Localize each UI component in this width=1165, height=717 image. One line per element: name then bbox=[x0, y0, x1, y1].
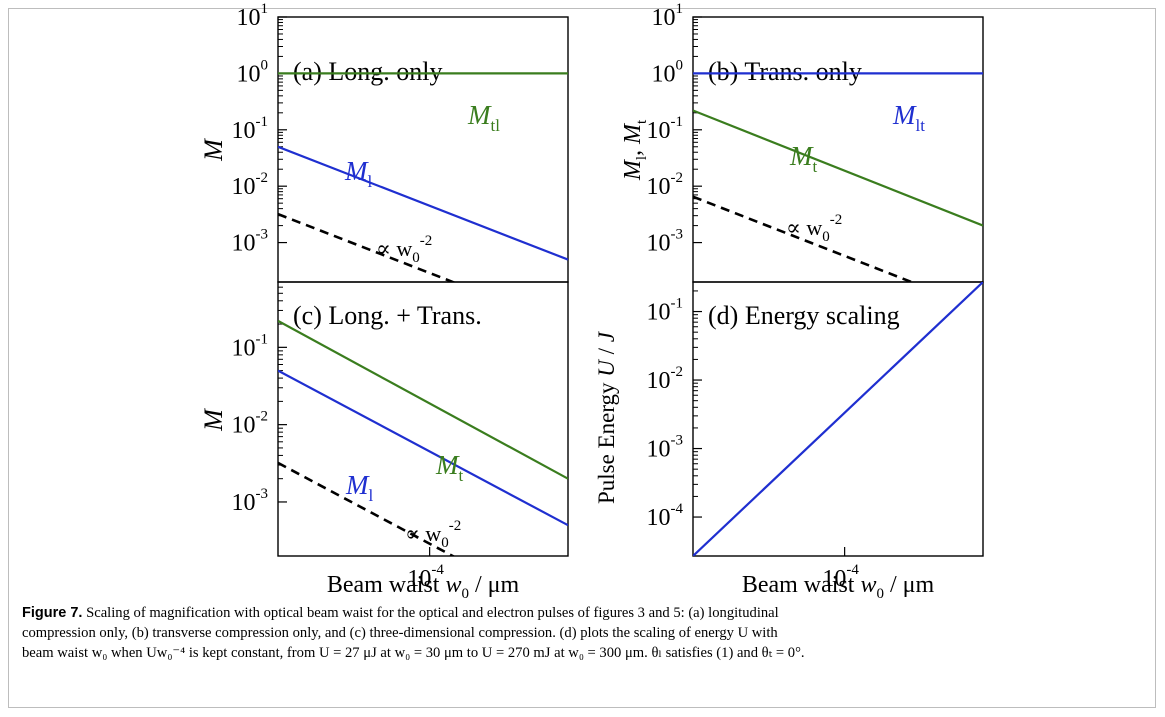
panel-d-frame bbox=[692, 281, 984, 557]
panel-a-ytick-label: 10-3 bbox=[232, 227, 269, 257]
panel-c-ytick-label: 10-3 bbox=[232, 486, 269, 516]
panel-a-series-label-Ml: Ml bbox=[344, 156, 373, 191]
panel-b-ytick-label: 100 bbox=[652, 57, 684, 87]
panel-b-ytick-label: 10-1 bbox=[647, 114, 684, 144]
panel-b-annotation: (b) Trans. only bbox=[708, 57, 862, 86]
panel-b-ylabel: Ml, Mt bbox=[620, 119, 650, 181]
caption-label: Figure 7. bbox=[22, 605, 83, 621]
panel-a-proportional-label: ∝ w0-2 bbox=[376, 233, 432, 266]
panel-c-series-line-2 bbox=[278, 461, 456, 556]
panel-a-ytick-label: 101 bbox=[237, 1, 269, 31]
panel-d-xlabel: Beam waist w0 / μm bbox=[742, 572, 935, 600]
panel-d-series-line-0 bbox=[693, 282, 983, 556]
caption-line-1: Figure 7. Scaling of magnification with … bbox=[22, 603, 1142, 623]
panel-a-ytick-label: 100 bbox=[237, 57, 269, 87]
panel-c-series-label-Ml: Ml bbox=[345, 470, 374, 505]
panel-d-series bbox=[693, 282, 983, 556]
panel-d-ytick-label: 10-3 bbox=[647, 433, 684, 463]
panel-a-series-line-1 bbox=[278, 145, 568, 261]
panel-c-series-label-Mt: Mt bbox=[435, 450, 464, 485]
panel-c-ytick-label: 10-2 bbox=[232, 409, 269, 439]
panel-a-series-label-Mtl: Mtl bbox=[467, 100, 500, 135]
panel-b: (b) Trans. only 10-3 10-2 10-1 100 101 Ml, M… bbox=[620, 1, 984, 283]
panel-b-series-label-Mlt: Mlt bbox=[892, 100, 925, 135]
panel-b-ytick-label: 10-2 bbox=[647, 170, 684, 200]
panel-a-series-line-2 bbox=[278, 212, 457, 282]
figure-caption: Figure 7. Scaling of magnification with … bbox=[22, 603, 1142, 663]
panel-b-series-label-Mt: Mt bbox=[789, 141, 818, 176]
panel-d-ytick-label: 10-1 bbox=[647, 296, 684, 326]
panel-a-ytick-label: 10-2 bbox=[232, 170, 269, 200]
panel-d-ytick-label: 10-2 bbox=[647, 364, 684, 394]
panel-b-proportional-label: ∝ w0-2 bbox=[786, 212, 842, 245]
panel-a-ytick-label: 10-1 bbox=[232, 114, 269, 144]
panel-b-ytick-label: 101 bbox=[652, 1, 684, 31]
panel-c-series-line-1 bbox=[278, 369, 568, 527]
panel-c-yticks: 10-3 10-2 10-1 bbox=[232, 286, 287, 516]
panel-a-yticks: 10-3 10-2 10-1 100 101 bbox=[232, 1, 287, 257]
panel-b-ytick-label: 10-3 bbox=[647, 227, 684, 257]
panel-c: (c) Long. + Trans. 10-310-210-1 10-4 M B… bbox=[199, 281, 569, 600]
panel-b-series-line-1 bbox=[693, 109, 983, 227]
caption-line-3: beam waist w₀ when Uw₀⁻⁴ is kept constan… bbox=[22, 645, 805, 661]
panel-c-proportional-label: ∝ w0-2 bbox=[405, 518, 461, 551]
panel-c-frame bbox=[277, 281, 569, 557]
panel-c-ytick-label: 10-1 bbox=[232, 331, 269, 361]
panel-b-series-line-2 bbox=[693, 195, 915, 282]
caption-line-1-text: Scaling of magnification with optical be… bbox=[86, 605, 779, 621]
panel-d-ylabel: Pulse Energy U / J bbox=[594, 330, 619, 504]
panel-a-ylabel: M bbox=[199, 138, 228, 162]
caption-line-2: compression only, (b) transverse compres… bbox=[22, 625, 778, 641]
panel-a-annotation: (a) Long. only bbox=[293, 57, 442, 86]
panel-c-series-line-0 bbox=[278, 319, 568, 480]
panel-b-series bbox=[693, 72, 983, 282]
panel-d-ytick-label: 10-4 bbox=[647, 501, 684, 531]
panel-c-annotation: (c) Long. + Trans. bbox=[293, 301, 482, 330]
panel-c-xlabel: Beam waist w0 / μm bbox=[327, 572, 520, 600]
panel-d-annotation: (d) Energy scaling bbox=[708, 301, 900, 330]
panel-c-ylabel: M bbox=[199, 408, 228, 432]
panel-d: (d) Energy scaling 10-410-310-210-1 10-4… bbox=[594, 281, 984, 600]
figure-frame bbox=[8, 8, 1156, 708]
panel-c-series bbox=[278, 319, 568, 556]
panel-a-series bbox=[278, 72, 568, 282]
